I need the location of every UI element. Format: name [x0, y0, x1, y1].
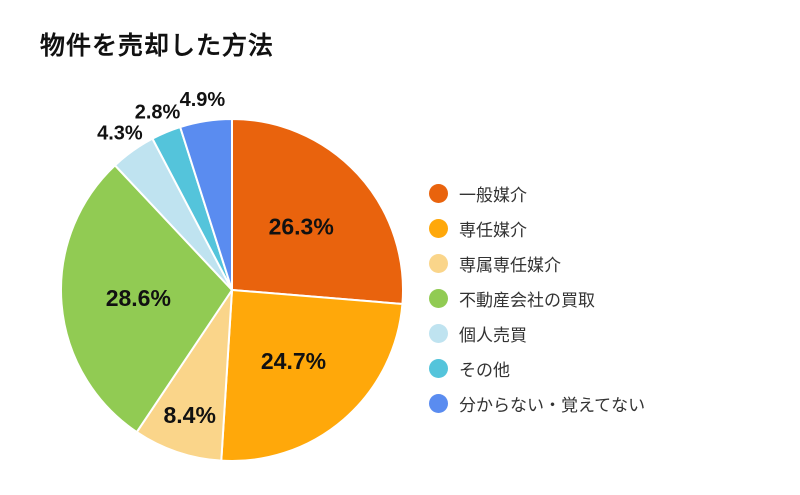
- slice-value-label-2: 8.4%: [163, 402, 215, 428]
- slice-value-label-3: 28.6%: [106, 285, 171, 311]
- legend-item-2: 専属専任媒介: [429, 246, 645, 281]
- slice-value-label-6: 4.9%: [180, 89, 226, 111]
- slice-value-label-4: 4.3%: [97, 123, 143, 145]
- legend-color-dot-4: [429, 324, 448, 343]
- legend-item-1: 専任媒介: [429, 211, 645, 246]
- chart-title: 物件を売却した方法: [40, 32, 275, 60]
- legend-color-dot-3: [429, 289, 448, 308]
- pie-slice-6: [179, 118, 233, 291]
- legend-color-dot-2: [429, 254, 448, 273]
- legend-item-0: 一般媒介: [429, 176, 645, 211]
- legend-color-dot-1: [429, 219, 448, 238]
- legend-label-1: 専任媒介: [459, 221, 527, 240]
- legend-label-6: 分からない・覚えてない: [459, 396, 646, 415]
- legend-color-dot-5: [429, 359, 448, 378]
- legend-label-2: 専属専任媒介: [459, 256, 561, 275]
- legend-label-0: 一般媒介: [459, 186, 527, 205]
- pie-slice-0: [231, 118, 404, 305]
- legend-color-dot-6: [429, 394, 448, 413]
- legend-item-6: 分からない・覚えてない: [429, 386, 645, 421]
- pie-slice-2: [135, 289, 233, 462]
- legend-label-4: 個人売買: [459, 326, 527, 345]
- slice-value-label-0: 26.3%: [269, 213, 334, 239]
- legend-color-dot-0: [429, 184, 448, 203]
- legend-item-3: 不動産会社の買取: [429, 281, 645, 316]
- pie-slice-1: [220, 289, 404, 462]
- slice-value-label-1: 24.7%: [261, 348, 326, 374]
- legend-item-5: その他: [429, 351, 645, 386]
- legend-label-3: 不動産会社の買取: [459, 291, 595, 310]
- slice-value-label-5: 2.8%: [135, 102, 181, 124]
- pie-slice-3: [60, 164, 233, 434]
- legend: 一般媒介専任媒介専属専任媒介不動産会社の買取 個人売買その他分からない・覚えてない: [429, 176, 645, 421]
- legend-label-5: その他: [459, 361, 510, 380]
- legend-item-4: 個人売買: [429, 316, 645, 351]
